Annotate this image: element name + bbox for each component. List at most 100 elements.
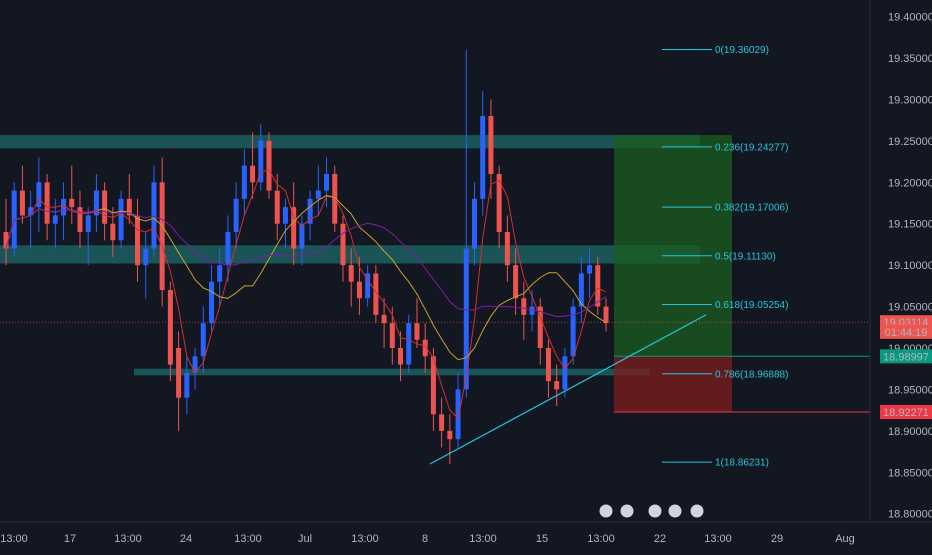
x-tick-label: 13:00 — [351, 533, 379, 545]
candle-body[interactable] — [356, 281, 362, 299]
candle-body[interactable] — [570, 306, 576, 357]
candle-body[interactable] — [587, 265, 593, 274]
candle-body[interactable] — [315, 190, 321, 199]
y-tick-label: 19.25000 — [888, 136, 932, 148]
candle-body[interactable] — [373, 273, 379, 315]
x-tick-label: 29 — [771, 533, 783, 545]
candle-body[interactable] — [233, 198, 239, 232]
candle-body[interactable] — [217, 265, 223, 282]
candle-body[interactable] — [28, 207, 34, 216]
y-tick-label: 19.10000 — [888, 260, 932, 272]
candle-body[interactable] — [93, 190, 99, 216]
candle-body[interactable] — [44, 182, 50, 224]
candle-body[interactable] — [480, 116, 486, 199]
candle-body[interactable] — [545, 348, 551, 382]
candle-body[interactable] — [595, 265, 601, 307]
candle-body[interactable] — [398, 348, 404, 365]
take-profit-box[interactable] — [614, 135, 732, 357]
candle-body[interactable] — [159, 182, 165, 290]
candle-body[interactable] — [340, 223, 346, 266]
candle-body[interactable] — [463, 248, 469, 390]
candle-body[interactable] — [176, 348, 182, 398]
support-resistance-zone[interactable] — [0, 135, 700, 149]
economic-event-marker[interactable] — [689, 503, 705, 519]
x-tick-label: 13:00 — [0, 533, 28, 545]
candle-body[interactable] — [471, 198, 477, 249]
candle-body[interactable] — [77, 207, 83, 232]
economic-event-marker[interactable] — [598, 503, 614, 519]
candle-body[interactable] — [52, 215, 58, 224]
support-resistance-zone[interactable] — [0, 245, 700, 264]
candle-body[interactable] — [504, 232, 510, 266]
candle-body[interactable] — [299, 223, 305, 249]
trendline[interactable] — [429, 314, 707, 465]
candle-body[interactable] — [513, 265, 519, 299]
candle-body[interactable] — [422, 339, 428, 357]
y-tick-label: 19.40000 — [888, 12, 932, 24]
candle-body[interactable] — [250, 165, 256, 183]
candle-body[interactable] — [578, 273, 584, 307]
y-tick-label: 18.80000 — [888, 509, 932, 521]
y-tick-label: 19.35000 — [888, 53, 932, 65]
candle-body[interactable] — [102, 190, 108, 224]
candle-body[interactable] — [167, 290, 173, 365]
candle-body[interactable] — [291, 207, 297, 249]
x-tick-label: 24 — [180, 533, 192, 545]
candle-body[interactable] — [381, 314, 387, 324]
candle-body[interactable] — [414, 323, 420, 340]
candle-body[interactable] — [529, 306, 535, 315]
y-tick-label: 19.15000 — [888, 219, 932, 231]
candle-body[interactable] — [184, 372, 190, 398]
stop-loss-box[interactable] — [614, 356, 732, 413]
candle-body[interactable] — [19, 190, 25, 216]
candle-body[interactable] — [118, 198, 124, 241]
candle-body[interactable] — [324, 174, 330, 191]
candle-body[interactable] — [406, 323, 412, 365]
support-resistance-zone[interactable] — [134, 368, 650, 376]
candle-body[interactable] — [447, 430, 453, 440]
candle-body[interactable] — [110, 223, 116, 241]
candle-body[interactable] — [36, 182, 42, 208]
x-tick-label: 8 — [422, 533, 428, 545]
candle-body[interactable] — [488, 116, 494, 174]
candle-body[interactable] — [603, 306, 609, 324]
fib-level-label: 0.5(19.11130) — [715, 251, 776, 262]
x-tick-label: 15 — [536, 533, 548, 545]
candle-body[interactable] — [537, 306, 543, 348]
candle-body[interactable] — [521, 298, 527, 315]
economic-event-marker[interactable] — [647, 503, 663, 519]
candle-body[interactable] — [307, 198, 313, 224]
candle-body[interactable] — [61, 198, 67, 216]
candle-body[interactable] — [332, 174, 338, 224]
candle-body[interactable] — [455, 389, 461, 440]
candle-body[interactable] — [266, 140, 272, 191]
moving-average-purple — [5, 208, 607, 318]
candle-body[interactable] — [282, 207, 288, 224]
candle-body[interactable] — [143, 248, 149, 266]
candle-body[interactable] — [439, 414, 445, 431]
candle-body[interactable] — [554, 381, 560, 390]
candle-body[interactable] — [200, 323, 206, 357]
candle-body[interactable] — [225, 232, 231, 266]
candle-body[interactable] — [562, 356, 568, 390]
candle-body[interactable] — [389, 323, 395, 348]
candle-body[interactable] — [135, 215, 141, 266]
candle-body[interactable] — [430, 356, 436, 415]
candle-body[interactable] — [258, 140, 264, 183]
candle-body[interactable] — [192, 356, 198, 373]
price-tag-label: 18.98997 — [883, 351, 929, 363]
economic-event-marker[interactable] — [619, 503, 635, 519]
candle-body[interactable] — [3, 232, 9, 249]
candle-body[interactable] — [85, 215, 91, 232]
candle-body[interactable] — [241, 165, 247, 199]
candle-body[interactable] — [208, 281, 214, 324]
candle-body[interactable] — [496, 174, 502, 232]
candle-body[interactable] — [348, 265, 354, 282]
candle-body[interactable] — [365, 273, 371, 299]
candle-body[interactable] — [274, 190, 280, 224]
economic-event-marker[interactable] — [667, 503, 683, 519]
candle-body[interactable] — [69, 198, 75, 208]
candle-body[interactable] — [126, 198, 132, 216]
